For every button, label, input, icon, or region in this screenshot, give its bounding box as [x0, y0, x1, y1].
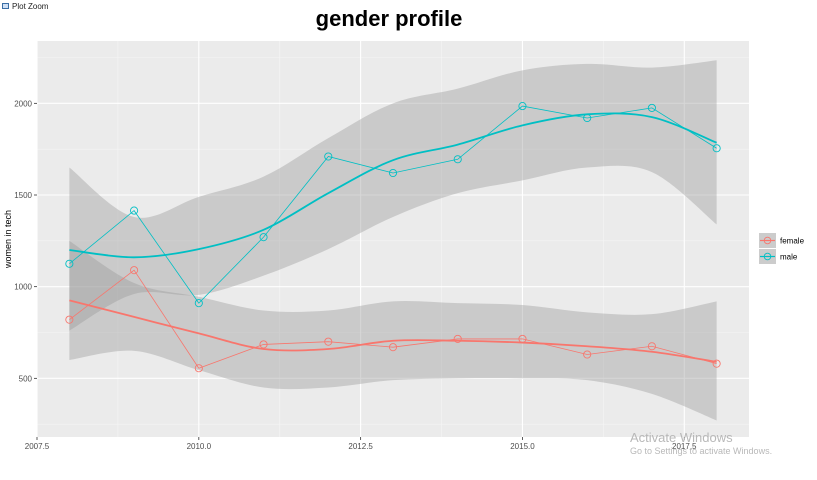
smooth-female [69, 299, 717, 363]
x-tick-label: 2007.5 [25, 442, 50, 451]
point-female [388, 343, 398, 352]
point-female [324, 337, 333, 346]
data-points [65, 102, 721, 373]
legend-label-female: female [780, 237, 805, 246]
smooth-lines [69, 112, 717, 363]
grid-major [36, 41, 749, 437]
line-male [69, 105, 717, 304]
point-male [324, 152, 333, 161]
point-female [712, 359, 721, 368]
point-female [583, 350, 592, 359]
point-female [647, 342, 656, 351]
point-female [453, 334, 462, 343]
ribbon-female [69, 240, 717, 421]
plot-panel [37, 41, 749, 437]
x-axis: 2007.5 2010.0 2012.5 2015.0 2017.5 [25, 437, 697, 451]
x-tick-label: 2012.5 [348, 442, 373, 451]
y-tick-label: 1000 [14, 283, 32, 292]
point-male [388, 168, 398, 178]
smooth-male [69, 112, 717, 259]
x-tick-label: 2015.0 [510, 442, 535, 451]
point-female [194, 364, 203, 373]
legend: female male [759, 233, 805, 264]
watermark-subtitle: Go to Settings to activate Windows. [630, 446, 773, 456]
series-lines [69, 105, 717, 369]
plot-zoom-icon [2, 3, 9, 9]
y-tick-label: 500 [19, 374, 33, 383]
x-tick-label: 2017.5 [672, 442, 697, 451]
watermark-title: Activate Windows [630, 430, 733, 445]
point-male [65, 259, 74, 268]
point-male [712, 144, 721, 153]
ribbon-male [69, 60, 717, 331]
point-female [65, 315, 74, 324]
point-male [194, 299, 203, 308]
x-tick-label: 2010.0 [187, 442, 212, 451]
point-male [583, 113, 592, 123]
chart-title: gender profile [316, 6, 463, 31]
legend-point-female [763, 236, 772, 245]
point-male [453, 155, 462, 164]
y-tick-label: 1500 [14, 191, 32, 200]
window-title: Plot Zoom [12, 1, 49, 11]
window-title-bar: Plot Zoom [0, 0, 817, 12]
point-male [130, 206, 139, 215]
y-tick-label: 2000 [14, 99, 32, 108]
activate-windows-watermark: Activate Windows Go to Settings to activ… [630, 430, 772, 456]
legend-point-male [763, 252, 772, 261]
line-female [69, 269, 717, 369]
point-female [518, 334, 527, 343]
point-male [259, 233, 268, 242]
legend-label-male: male [780, 253, 798, 262]
point-female [259, 340, 268, 349]
y-axis-title: women in tech [3, 210, 13, 269]
point-male [647, 103, 656, 112]
confidence-ribbons [69, 60, 717, 421]
y-axis: 500 1000 1500 2000 [14, 99, 37, 383]
point-male [518, 102, 527, 111]
point-female [130, 266, 139, 275]
